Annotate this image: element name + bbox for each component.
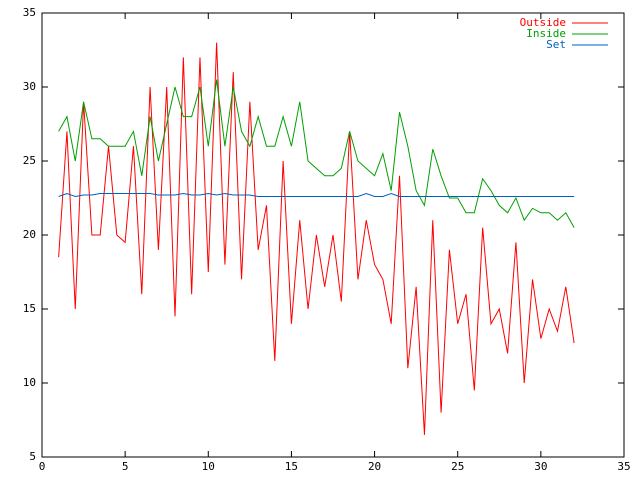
y-tick-label: 15: [23, 302, 36, 315]
x-tick-label: 5: [122, 460, 129, 473]
y-tick-label: 10: [23, 376, 36, 389]
x-tick-label: 15: [285, 460, 298, 473]
x-tick-label: 30: [534, 460, 547, 473]
x-tick-label: 20: [368, 460, 381, 473]
legend-label: Outside: [520, 16, 566, 29]
x-tick-label: 35: [617, 460, 630, 473]
y-tick-label: 35: [23, 6, 36, 19]
y-tick-label: 25: [23, 154, 36, 167]
series-line: [58, 42, 575, 435]
legend-label: Inside: [526, 27, 566, 40]
x-tick-label: 10: [202, 460, 215, 473]
y-tick-label: 20: [23, 228, 36, 241]
y-tick-label: 5: [29, 450, 36, 463]
y-tick-label: 30: [23, 80, 36, 93]
series-line: [58, 193, 575, 198]
series-line: [58, 79, 575, 228]
x-tick-label: 25: [451, 460, 464, 473]
x-tick-label: 0: [39, 460, 46, 473]
legend-label: Set: [546, 38, 566, 51]
